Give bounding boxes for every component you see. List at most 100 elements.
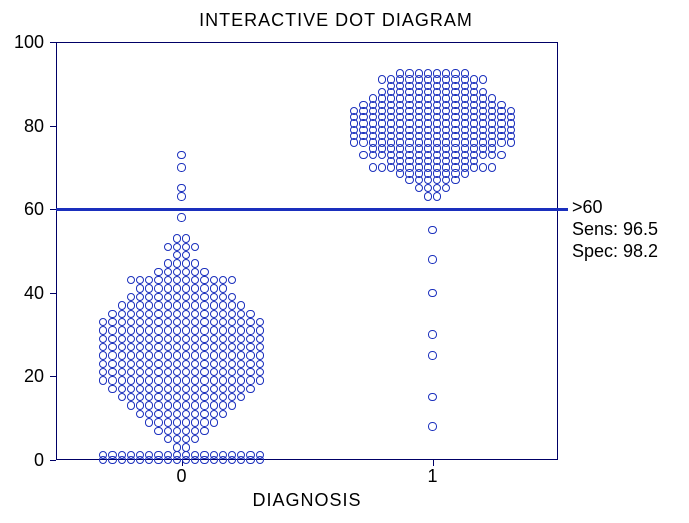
data-point xyxy=(164,293,172,301)
y-tick-mark xyxy=(50,376,56,377)
data-point xyxy=(433,69,441,77)
data-point xyxy=(210,451,218,459)
data-point xyxy=(136,376,144,384)
data-point xyxy=(145,418,153,426)
data-point xyxy=(210,284,218,292)
data-point xyxy=(488,163,496,171)
data-point xyxy=(154,360,162,368)
data-point xyxy=(136,301,144,309)
data-point xyxy=(154,268,162,276)
data-point xyxy=(182,326,190,334)
data-point xyxy=(118,376,126,384)
data-point xyxy=(154,343,162,351)
y-tick-mark xyxy=(50,293,56,294)
data-point xyxy=(256,451,264,459)
data-point xyxy=(359,151,367,159)
data-point xyxy=(428,255,436,263)
data-point xyxy=(164,451,172,459)
data-point xyxy=(164,360,172,368)
data-point xyxy=(164,284,172,292)
data-point xyxy=(210,326,218,334)
data-point xyxy=(369,163,377,171)
data-point xyxy=(200,284,208,292)
data-point xyxy=(182,301,190,309)
data-point xyxy=(219,335,227,343)
data-point xyxy=(200,351,208,359)
data-point xyxy=(164,326,172,334)
data-point xyxy=(173,243,181,251)
data-point xyxy=(405,69,413,77)
data-point xyxy=(182,259,190,267)
data-point xyxy=(173,351,181,359)
data-point xyxy=(154,326,162,334)
data-point xyxy=(246,335,254,343)
y-tick-mark xyxy=(50,460,56,461)
data-point xyxy=(246,385,254,393)
y-tick-label: 20 xyxy=(0,366,44,387)
data-point xyxy=(108,360,116,368)
data-point xyxy=(200,310,208,318)
data-point xyxy=(359,101,367,109)
data-point xyxy=(177,163,185,171)
data-point xyxy=(200,343,208,351)
data-point xyxy=(507,107,515,115)
y-tick-mark xyxy=(50,42,56,43)
data-point xyxy=(164,301,172,309)
data-point xyxy=(191,418,199,426)
chart-container: { "chart": { "type": "dot-diagram", "tit… xyxy=(0,0,689,523)
data-point xyxy=(200,376,208,384)
data-point xyxy=(173,259,181,267)
data-point xyxy=(154,385,162,393)
data-point xyxy=(182,284,190,292)
data-point xyxy=(173,427,181,435)
data-point xyxy=(256,360,264,368)
data-point xyxy=(246,368,254,376)
data-point xyxy=(228,310,236,318)
data-point xyxy=(228,326,236,334)
data-point xyxy=(154,301,162,309)
data-point xyxy=(173,326,181,334)
data-point xyxy=(246,451,254,459)
data-point xyxy=(219,284,227,292)
data-point xyxy=(228,401,236,409)
data-point xyxy=(99,326,107,334)
data-point xyxy=(164,435,172,443)
y-tick-mark xyxy=(50,126,56,127)
data-point xyxy=(173,310,181,318)
data-point xyxy=(173,376,181,384)
data-point xyxy=(451,69,459,77)
data-point xyxy=(173,401,181,409)
data-point xyxy=(177,192,185,200)
data-point xyxy=(461,69,469,77)
data-point xyxy=(246,318,254,326)
data-point xyxy=(424,192,432,200)
data-point xyxy=(256,335,264,343)
data-point xyxy=(210,318,218,326)
data-point xyxy=(182,443,190,451)
data-point xyxy=(237,301,245,309)
data-point xyxy=(246,343,254,351)
data-point xyxy=(219,376,227,384)
data-point xyxy=(108,310,116,318)
data-point xyxy=(200,326,208,334)
data-point xyxy=(246,326,254,334)
data-point xyxy=(428,289,436,297)
data-point xyxy=(369,94,377,102)
data-point xyxy=(488,94,496,102)
data-point xyxy=(182,351,190,359)
data-point xyxy=(246,376,254,384)
data-point xyxy=(200,293,208,301)
data-point xyxy=(246,360,254,368)
data-point xyxy=(118,326,126,334)
data-point xyxy=(127,401,135,409)
data-point xyxy=(118,301,126,309)
data-point xyxy=(256,326,264,334)
x-tick-label: 1 xyxy=(403,466,463,487)
data-point xyxy=(154,318,162,326)
data-point xyxy=(108,335,116,343)
data-point xyxy=(210,376,218,384)
data-point xyxy=(154,376,162,384)
x-axis-label: DIAGNOSIS xyxy=(56,490,558,511)
data-point xyxy=(173,234,181,242)
data-point xyxy=(108,368,116,376)
